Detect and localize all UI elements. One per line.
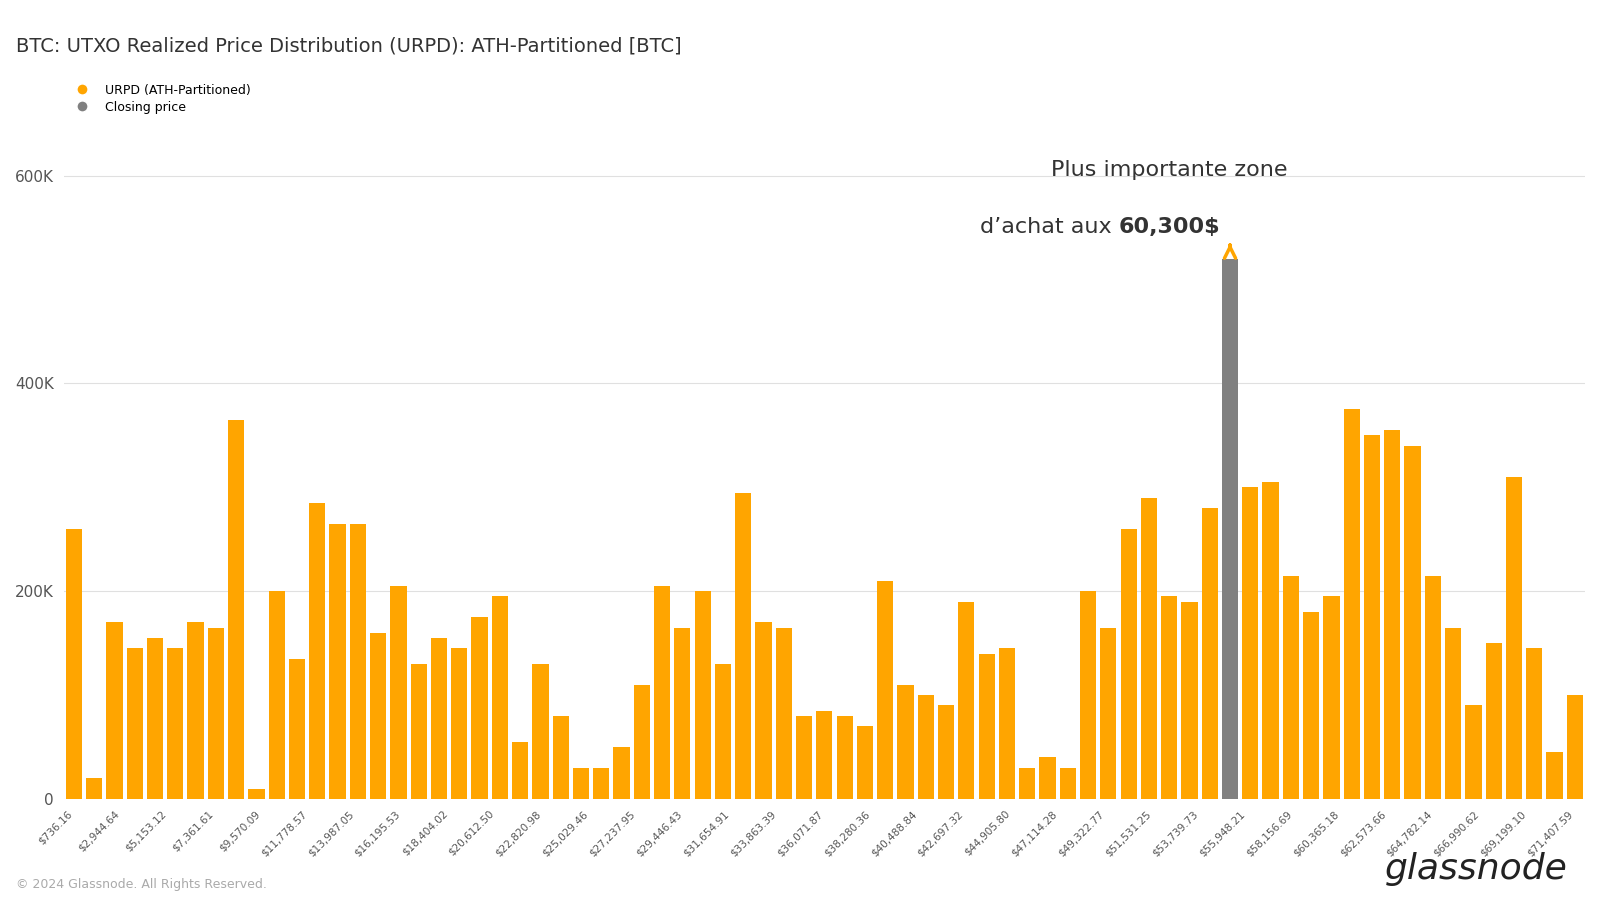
Legend: URPD (ATH-Partitioned), Closing price: URPD (ATH-Partitioned), Closing price [70, 84, 251, 113]
Bar [1526, 648, 1542, 799]
Bar [330, 524, 346, 799]
Bar [390, 586, 406, 799]
Bar [552, 716, 568, 799]
Bar [106, 623, 123, 799]
Bar [1363, 436, 1381, 799]
Bar [998, 648, 1014, 799]
Bar [269, 591, 285, 799]
Bar [858, 726, 874, 799]
Bar [1283, 576, 1299, 799]
Bar [430, 638, 446, 799]
Bar [491, 597, 507, 799]
Bar [1466, 706, 1482, 799]
Bar [795, 716, 813, 799]
Bar [208, 627, 224, 799]
Bar [147, 638, 163, 799]
Text: Plus importante zone: Plus importante zone [1051, 160, 1288, 180]
Bar [755, 623, 771, 799]
Bar [472, 617, 488, 799]
Bar [411, 664, 427, 799]
Bar [1019, 768, 1035, 799]
Bar [290, 659, 306, 799]
Bar [1566, 695, 1582, 799]
Bar [1302, 612, 1320, 799]
Bar [1162, 597, 1178, 799]
Bar [1242, 487, 1259, 799]
Bar [187, 623, 203, 799]
Bar [1445, 627, 1461, 799]
Bar [86, 778, 102, 799]
Bar [533, 664, 549, 799]
Bar [229, 419, 245, 799]
Bar [126, 648, 142, 799]
Bar [1344, 410, 1360, 799]
Text: BTC: UTXO Realized Price Distribution (URPD): ATH-Partitioned [BTC]: BTC: UTXO Realized Price Distribution (U… [16, 36, 682, 55]
Bar [309, 503, 325, 799]
Bar [938, 706, 954, 799]
Bar [734, 492, 752, 799]
Bar [1040, 758, 1056, 799]
Bar [1120, 529, 1136, 799]
Bar [1202, 508, 1218, 799]
Bar [1506, 477, 1522, 799]
Bar [1405, 446, 1421, 799]
Bar [979, 653, 995, 799]
Bar [1486, 644, 1502, 799]
Bar [1059, 768, 1075, 799]
Bar [166, 648, 184, 799]
Bar [1141, 498, 1157, 799]
Bar [370, 633, 386, 799]
Bar [918, 695, 934, 799]
Bar [898, 685, 914, 799]
Bar [1262, 482, 1278, 799]
Bar [715, 664, 731, 799]
Bar [1424, 576, 1442, 799]
Bar [1547, 752, 1563, 799]
Bar [837, 716, 853, 799]
Bar [1222, 259, 1238, 799]
Bar [512, 742, 528, 799]
Text: 60,300$: 60,300$ [1118, 217, 1221, 238]
Text: glassnode: glassnode [1386, 852, 1568, 886]
Bar [573, 768, 589, 799]
Bar [594, 768, 610, 799]
Text: d’achat aux: d’achat aux [979, 217, 1118, 238]
Bar [877, 580, 893, 799]
Bar [451, 648, 467, 799]
Bar [634, 685, 650, 799]
Bar [1080, 591, 1096, 799]
Bar [694, 591, 710, 799]
Text: © 2024 Glassnode. All Rights Reserved.: © 2024 Glassnode. All Rights Reserved. [16, 878, 267, 891]
Bar [1101, 627, 1117, 799]
Bar [248, 788, 264, 799]
Bar [1323, 597, 1339, 799]
Bar [776, 627, 792, 799]
Bar [1384, 430, 1400, 799]
Bar [654, 586, 670, 799]
Bar [816, 711, 832, 799]
Bar [613, 747, 630, 799]
Bar [958, 601, 974, 799]
Bar [1181, 601, 1197, 799]
Bar [674, 627, 691, 799]
Bar [350, 524, 366, 799]
Bar [66, 529, 82, 799]
